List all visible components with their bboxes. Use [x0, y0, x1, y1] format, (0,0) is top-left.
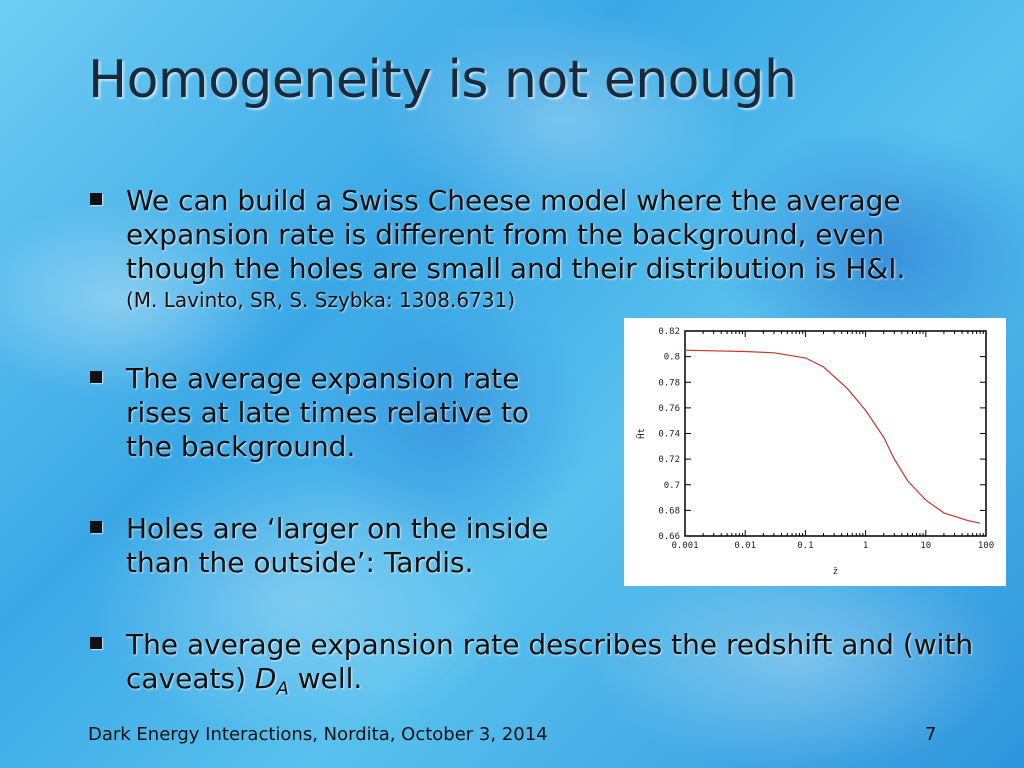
- y-tick-label: 0.68: [658, 506, 680, 516]
- bullet-text: The average expansion rate describes the…: [126, 628, 974, 695]
- slide-title: Homogeneity is not enough: [88, 50, 797, 110]
- bullet-text: We can build a Swiss Cheese model where …: [126, 184, 906, 285]
- bullet-text: Holes are ‘larger on the inside than the…: [126, 512, 549, 579]
- y-tick-label: 0.72: [658, 455, 680, 465]
- y-tick-label: 0.78: [658, 378, 680, 388]
- bullet-text-end: well.: [288, 662, 363, 695]
- bullet-text: The average expansion rate rises at late…: [126, 362, 530, 463]
- x-tick-label: 10: [920, 541, 931, 551]
- y-tick-label: 0.7: [664, 481, 680, 491]
- x-tick-label: 100: [978, 541, 994, 551]
- math-d: D: [254, 662, 277, 695]
- square-bullet-icon: [90, 637, 102, 649]
- x-axis-label: z̄: [833, 567, 838, 577]
- chart-svg: 0.001 0.01 0.1 1 10 100 0.66 0.68 0.7 0.72 0.74 0.7…: [635, 327, 994, 577]
- x-tick-label: 1: [863, 541, 868, 551]
- bullet-4: The average expansion rate describes the…: [90, 628, 990, 707]
- y-tick-label: 0.8: [664, 353, 680, 363]
- bullet-2: The average expansion rate rises at late…: [90, 362, 570, 464]
- math-subscript: A: [276, 678, 289, 700]
- chart: 0.001 0.01 0.1 1 10 100 0.66 0.68 0.7 0.72 0.74 0.7…: [624, 318, 1006, 586]
- y-tick-label: 0.74: [658, 430, 680, 440]
- plot-frame: [684, 330, 987, 537]
- y-tick-label: 0.82: [658, 327, 680, 337]
- y-tick-label: 0.76: [658, 404, 680, 414]
- x-tick-label: 0.01: [734, 541, 756, 551]
- citation: (M. Lavinto, SR, S. Szybka: 1308.6731): [126, 288, 516, 312]
- square-bullet-icon: [90, 521, 102, 533]
- bullet-1: We can build a Swiss Cheese model where …: [90, 184, 990, 314]
- y-tick-label: 0.66: [658, 532, 680, 542]
- bullet-3: Holes are ‘larger on the inside than the…: [90, 512, 600, 580]
- square-bullet-icon: [90, 371, 102, 383]
- page-number: 7: [925, 724, 937, 745]
- footer-text: Dark Energy Interactions, Nordita, Octob…: [88, 724, 548, 745]
- x-tick-label: 0.001: [671, 541, 698, 551]
- square-bullet-icon: [90, 193, 102, 205]
- y-axis-label: H̄t: [635, 428, 647, 439]
- x-tick-label: 0.1: [797, 541, 813, 551]
- data-line: [684, 349, 981, 524]
